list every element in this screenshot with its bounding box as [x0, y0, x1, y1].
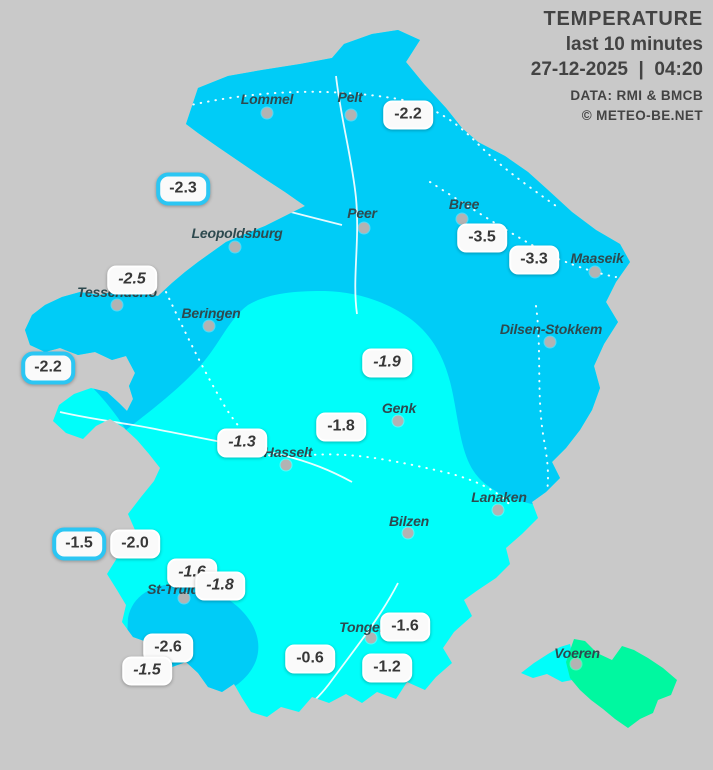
title-block: TEMPERATURE last 10 minutes 27-12-2025 |… — [531, 6, 703, 125]
region-voeren-warm — [566, 639, 677, 728]
datetime: 27-12-2025 | 04:20 — [530, 59, 703, 80]
page-title: TEMPERATURE — [543, 8, 703, 30]
dotted-road-hasselt-east — [299, 453, 510, 505]
data-source: DATA: RMI & BMCB — [570, 88, 703, 103]
credit: © METEO-BE.NET — [581, 108, 703, 123]
river-dommel — [335, 75, 359, 315]
dotted-road-beringen — [165, 291, 273, 458]
region-voeren-mild-tip — [521, 644, 577, 682]
page-subtitle: last 10 minutes — [565, 34, 703, 55]
